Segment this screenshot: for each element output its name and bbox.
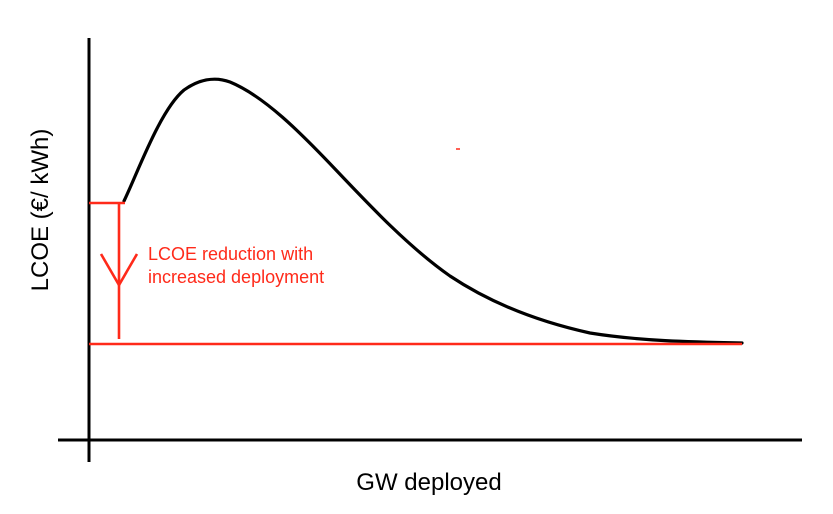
reduction-arrowhead <box>99 253 139 288</box>
x-axis-label: GW deployed <box>356 469 501 496</box>
lcoe-curve <box>122 77 744 345</box>
annotation-line-2: increased deployment <box>148 267 324 287</box>
annotation-line-1: LCOE reduction with <box>148 244 313 264</box>
y-axis-label: LCOE (€/ kWh) <box>27 129 54 292</box>
